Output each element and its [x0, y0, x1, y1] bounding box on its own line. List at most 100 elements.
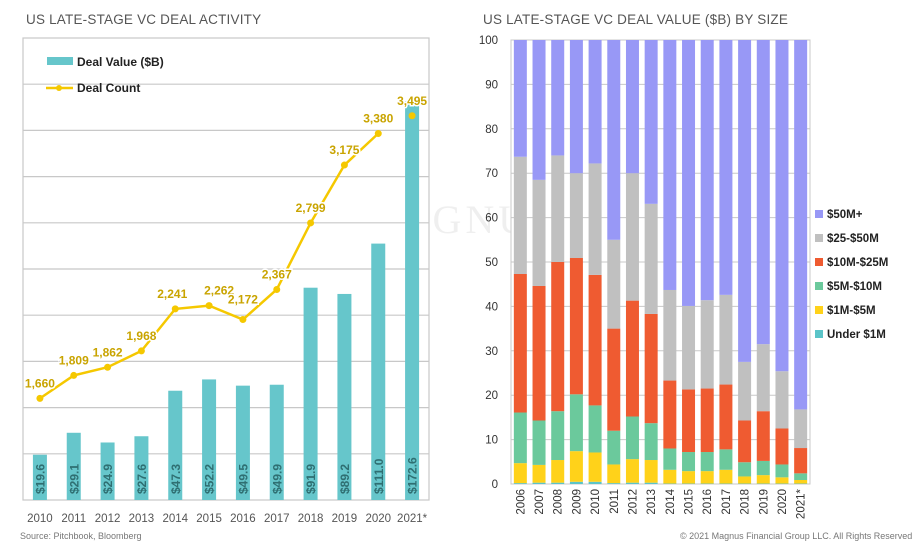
stacked-bar-segment	[625, 482, 639, 484]
x-tick-label: 2017	[264, 513, 290, 525]
source-note: Source: Pitchbook, Bloomberg	[20, 531, 142, 541]
stacked-bar-segment	[551, 482, 565, 484]
x-tick-label: 2017	[721, 489, 733, 515]
deal-value-bar	[32, 454, 47, 500]
stacked-bar-segment	[738, 40, 752, 362]
stacked-bar-segment	[682, 389, 696, 453]
x-tick-label: 2007	[534, 489, 546, 515]
stacked-bar-segment	[625, 173, 639, 301]
deal-value-bar	[269, 384, 284, 500]
deal-count-point	[36, 394, 44, 402]
stacked-bar-segment	[532, 464, 546, 483]
legend-swatch-deal-value	[47, 57, 73, 65]
x-tick-label: 2011	[61, 513, 86, 525]
stacked-bar-segment	[607, 239, 621, 329]
deal-value-label: $24.9	[101, 464, 115, 494]
x-tick-label: 2020	[777, 489, 789, 515]
stacked-bar-segment	[532, 40, 546, 180]
deal-value-bar	[202, 379, 217, 500]
legend-marker-deal-count	[56, 85, 62, 91]
stacked-bar-segment	[700, 40, 714, 301]
y-tick-label: 60	[485, 213, 498, 225]
deal-value-bar	[235, 385, 250, 500]
stacked-bar-segment	[794, 480, 808, 484]
legend-swatch	[815, 330, 823, 338]
y-tick-label: 0	[492, 479, 498, 491]
stacked-bar-segment	[569, 258, 583, 395]
x-tick-label: 2016	[230, 513, 256, 525]
deal-value-bar	[168, 390, 183, 500]
x-tick-label: 2013	[646, 489, 658, 515]
stacked-bar-segment	[719, 449, 733, 470]
deal-count-label: 2,799	[296, 201, 326, 215]
legend-label: Under $1M	[827, 329, 886, 341]
stacked-bar-segment	[775, 428, 789, 465]
x-tick-label: 2019	[332, 513, 358, 525]
stacked-bar-segment	[625, 300, 639, 417]
stacked-bar-segment	[663, 289, 677, 381]
stacked-bar-segment	[663, 40, 677, 290]
legend-swatch	[815, 282, 823, 290]
y-tick-label: 70	[485, 168, 498, 180]
deal-count-label: 2,241	[157, 287, 187, 301]
deal-count-point	[408, 112, 416, 120]
y-tick-label: 90	[485, 79, 498, 91]
deal-value-label: $89.2	[338, 464, 352, 494]
stacked-bar-segment	[719, 384, 733, 450]
stacked-bar-segment	[738, 420, 752, 463]
left-chart-title: US LATE-STAGE VC DEAL ACTIVITY	[26, 12, 262, 27]
stacked-bar-segment	[663, 448, 677, 470]
stacked-bar-segment	[513, 156, 527, 274]
deal-count-point	[273, 285, 281, 293]
stacked-bar-segment	[588, 274, 602, 406]
legend-swatch	[815, 234, 823, 242]
stacked-bar-segment	[625, 40, 639, 174]
legend-swatch	[815, 258, 823, 266]
deal-value-label: $27.6	[135, 464, 149, 494]
stacked-bar-segment	[588, 452, 602, 482]
stacked-bar-segment	[756, 475, 770, 484]
x-tick-label: 2021*	[796, 488, 808, 519]
stacked-bar-segment	[607, 328, 621, 431]
stacked-bar-segment	[756, 344, 770, 412]
deal-count-point	[239, 316, 247, 324]
x-tick-label: 2009	[571, 489, 583, 515]
stacked-bar-segment	[551, 155, 565, 262]
deal-value-label: $172.6	[406, 457, 420, 494]
stacked-bar-segment	[700, 388, 714, 453]
deal-value-label: $52.2	[203, 464, 217, 494]
deal-count-point	[307, 219, 315, 227]
stacked-bar-segment	[513, 40, 527, 157]
stacked-bar-segment	[775, 477, 789, 484]
stacked-bar-segment	[738, 476, 752, 484]
stacked-bar-segment	[794, 40, 808, 410]
stacked-bar-segment	[775, 464, 789, 478]
stacked-bar-segment	[551, 262, 565, 412]
x-tick-label: 2014	[665, 488, 677, 514]
stacked-bar-segment	[513, 483, 527, 484]
stacked-bar-segment	[719, 40, 733, 295]
y-tick-label: 10	[485, 435, 498, 447]
deal-value-bar	[134, 436, 149, 500]
deal-count-label: 2,367	[262, 267, 292, 281]
deal-value-label: $111.0	[372, 458, 386, 494]
deal-value-bar	[337, 293, 352, 500]
legend-label: $25-$50M	[827, 233, 879, 245]
x-tick-label: 2019	[758, 489, 770, 515]
stacked-bar-segment	[644, 423, 658, 461]
x-tick-label: 2011	[609, 489, 621, 514]
stacked-bar-segment	[532, 179, 546, 286]
deal-count-point	[137, 347, 145, 355]
stacked-bar-segment	[532, 420, 546, 465]
stacked-bar-segment	[644, 203, 658, 314]
stacked-bar-segment	[607, 483, 621, 484]
x-tick-label: 2015	[196, 513, 222, 525]
deal-count-label: 1,862	[93, 345, 123, 359]
stacked-bar-segment	[513, 273, 527, 413]
stacked-bar-segment	[569, 173, 583, 259]
stacked-bar-segment	[644, 460, 658, 483]
stacked-bar-segment	[532, 482, 546, 484]
deal-count-point	[104, 363, 112, 371]
stacked-bar-segment	[625, 416, 639, 460]
stacked-bar-segment	[682, 452, 696, 472]
